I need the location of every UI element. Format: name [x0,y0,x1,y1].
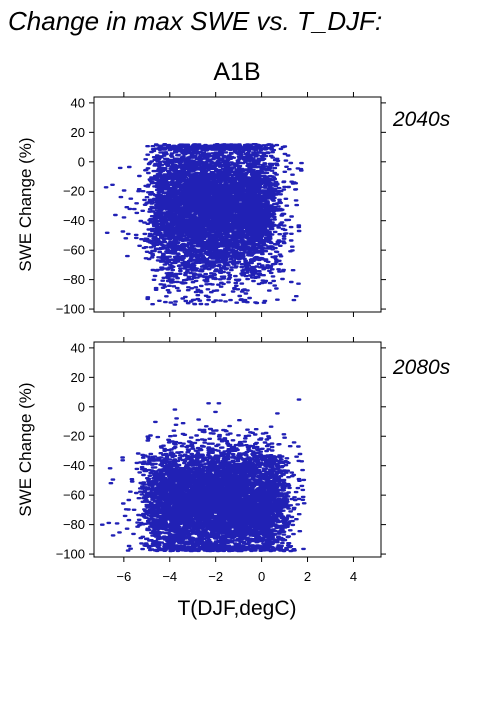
y-tick-label: 40 [71,95,85,110]
scatter-point-set [99,398,307,553]
y-tick-label: 40 [71,340,85,355]
y-tick-label: −40 [63,213,85,228]
x-tick-label: −2 [208,569,223,584]
scenario-label: A1B [213,58,260,86]
y-tick-label: −60 [63,243,85,258]
y-axis-label-2080s: SWE Change (%) [16,382,35,516]
scatter-points-2080s [99,398,307,553]
y-tick-label: 20 [71,125,85,140]
plot-frame-2040s [93,96,382,313]
y-tick-label: −20 [63,184,85,199]
y-axis-label-2040s: SWE Change (%) [16,137,35,271]
scatter-point-set [103,143,304,306]
x-tick-label: 0 [258,569,265,584]
y-tick-label: −80 [63,517,85,532]
y-tick-label: −40 [63,458,85,473]
figure-title: Change in max SWE vs. T_DJF: [8,6,382,36]
y-tick-label: −100 [56,302,85,317]
axis-ticks-2040s: 40 20 0 −20 −40 −60 −80 −100 [56,92,386,317]
panel-label-2080s: 2080s [392,356,451,379]
x-tick-label: 2 [304,569,311,584]
scatter-points-2040s [103,143,304,306]
x-tick-label: −4 [162,569,177,584]
y-tick-label: −20 [63,429,85,444]
x-axis-label: T(DJF,degC) [177,597,296,620]
y-tick-label: 20 [71,370,85,385]
y-tick-label: −80 [63,272,85,287]
y-tick-label: −100 [56,547,85,562]
y-tick-label: 0 [78,399,85,414]
y-tick-label: 0 [78,154,85,169]
panel-label-2040s: 2040s [392,108,451,131]
scatter-panel-2040s: 40 20 0 −20 −40 −60 −80 −100 SWE Change (%) 204… [16,92,451,317]
y-tick-label: −60 [63,488,85,503]
x-tick-label: 4 [350,569,357,584]
plot-frame-2080s [93,341,382,558]
x-tick-label: −6 [116,569,131,584]
